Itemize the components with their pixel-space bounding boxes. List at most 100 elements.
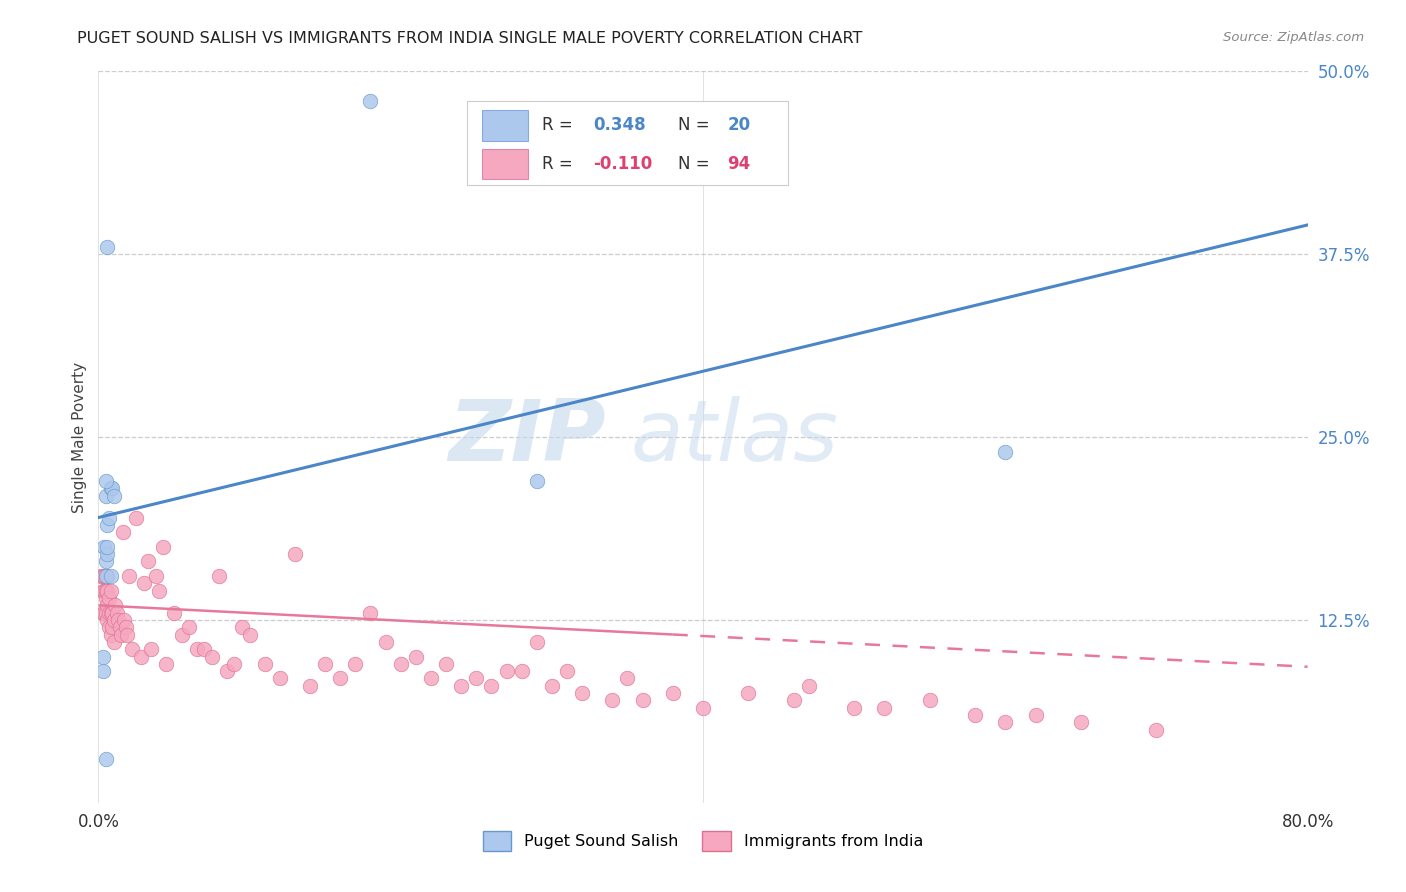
Point [103,613,125,627]
Point [96,583,118,598]
Point [98,591,121,605]
FancyBboxPatch shape [482,110,527,141]
Point [329,672,352,686]
Point [103,489,125,503]
Point [405,649,427,664]
Point [96,240,118,254]
Point [91,569,114,583]
Point [93,569,115,583]
Text: N =: N = [678,116,714,135]
Point [481,679,503,693]
Point [571,686,593,700]
Point [94,569,117,583]
Point [98,510,121,524]
Point [152,540,174,554]
Point [110,627,132,641]
Point [231,620,253,634]
Point [155,657,177,671]
Point [344,657,367,671]
Point [148,583,170,598]
Point [91,606,114,620]
Point [450,679,472,693]
Text: ZIP: ZIP [449,395,606,479]
Point [94,569,117,583]
Point [360,606,382,620]
Point [1144,723,1167,737]
Y-axis label: Single Male Poverty: Single Male Poverty [72,361,87,513]
FancyBboxPatch shape [467,101,787,185]
Point [104,599,127,613]
Text: 0.348: 0.348 [593,116,645,135]
Point [129,649,152,664]
Point [374,635,396,649]
Point [284,547,307,561]
Point [179,620,201,634]
Point [100,606,122,620]
Point [132,576,155,591]
Point [93,540,115,554]
Point [994,444,1017,458]
Point [253,657,276,671]
Point [111,525,134,540]
Point [94,583,117,598]
Point [100,481,122,495]
Point [737,686,759,700]
Point [115,627,138,641]
Point [465,672,488,686]
Point [602,693,624,707]
Point [631,693,654,707]
Point [186,642,208,657]
Point [112,613,135,627]
Point [96,517,118,532]
Legend: Puget Sound Salish, Immigrants from India: Puget Sound Salish, Immigrants from Indi… [477,825,929,857]
Point [96,613,118,627]
Point [510,664,533,678]
Point [101,606,124,620]
Point [105,606,128,620]
Point [101,620,124,634]
Point [121,642,143,657]
Point [692,700,714,714]
Point [96,599,118,613]
Point [314,657,336,671]
Point [797,679,820,693]
Point [125,510,148,524]
Point [107,613,129,627]
Point [98,620,121,634]
Point [136,554,159,568]
Point [269,672,291,686]
Point [141,642,163,657]
Text: Source: ZipAtlas.com: Source: ZipAtlas.com [1223,31,1364,45]
Text: 20: 20 [727,116,751,135]
Point [93,606,115,620]
Point [616,672,638,686]
Text: R =: R = [543,116,578,135]
Point [526,635,548,649]
Point [93,583,115,598]
Point [994,715,1017,730]
Point [94,591,117,605]
Point [420,672,443,686]
Point [118,569,141,583]
Point [100,583,122,598]
Point [965,708,987,723]
Point [108,620,131,634]
Point [239,627,262,641]
Point [94,606,117,620]
Point [100,569,122,583]
Point [98,606,121,620]
Point [91,583,114,598]
Text: PUGET SOUND SALISH VS IMMIGRANTS FROM INDIA SINGLE MALE POVERTY CORRELATION CHAR: PUGET SOUND SALISH VS IMMIGRANTS FROM IN… [77,31,863,46]
Point [90,569,112,583]
Point [193,642,215,657]
Point [94,752,117,766]
Point [540,679,562,693]
Text: atlas: atlas [630,395,838,479]
Point [555,664,578,678]
Point [526,474,548,488]
Point [96,547,118,561]
Point [661,686,683,700]
Point [224,657,246,671]
Text: 94: 94 [727,155,751,173]
Point [201,649,224,664]
